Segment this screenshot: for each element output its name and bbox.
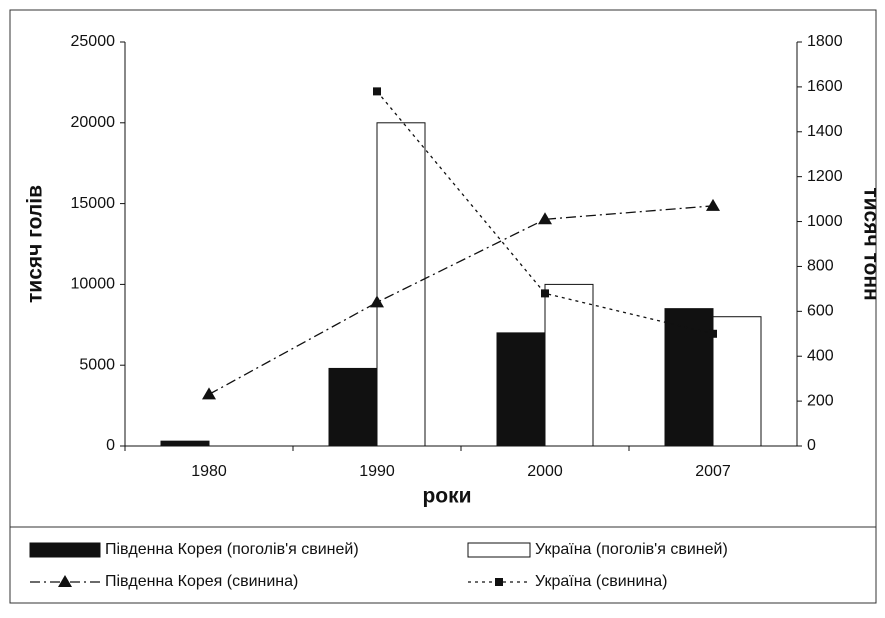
- y-tick-label: 15000: [71, 195, 116, 212]
- y2-axis-title: тисяч тонн: [859, 187, 882, 300]
- legend-swatch: [467, 542, 531, 558]
- y2-tick-label: 1400: [807, 123, 843, 140]
- y2-tick-label: 200: [807, 392, 834, 409]
- x-tick-label: 2000: [527, 463, 563, 480]
- legend-marker: [495, 578, 503, 586]
- y-tick-label: 0: [106, 437, 115, 454]
- legend-label: Південна Корея (свинина): [105, 573, 298, 590]
- x-tick-label: 1990: [359, 463, 395, 480]
- marker: [541, 289, 549, 298]
- x-tick-label: 2007: [695, 463, 731, 480]
- marker: [538, 212, 552, 225]
- y-tick-label: 25000: [71, 33, 116, 50]
- marker: [709, 329, 717, 338]
- marker: [370, 295, 384, 308]
- bar: [664, 308, 714, 447]
- bar: [328, 367, 378, 447]
- frame: [9, 9, 877, 604]
- bar: [376, 122, 426, 447]
- y-tick-label: 10000: [71, 276, 116, 293]
- y2-tick-label: 600: [807, 303, 834, 320]
- line: [208, 205, 714, 395]
- y-axis-title: тисяч голів: [24, 185, 47, 303]
- bar: [496, 332, 546, 447]
- y2-tick-label: 1800: [807, 33, 843, 50]
- bar: [712, 316, 762, 447]
- bar: [160, 440, 210, 447]
- y2-tick-label: 1600: [807, 78, 843, 95]
- y2-tick-label: 800: [807, 258, 834, 275]
- y2-tick-label: 0: [807, 437, 816, 454]
- y-tick-label: 20000: [71, 114, 116, 131]
- y2-tick-label: 1200: [807, 168, 843, 185]
- x-tick-label: 1980: [191, 463, 227, 480]
- legend-label: Південна Корея (поголів'я свиней): [105, 541, 359, 558]
- marker: [706, 198, 720, 211]
- marker: [373, 87, 381, 96]
- legend-swatch: [29, 542, 101, 558]
- y2-tick-label: 400: [807, 347, 834, 364]
- y-tick-label: 5000: [79, 356, 115, 373]
- marker: [202, 387, 216, 400]
- x-axis-title: роки: [422, 485, 471, 508]
- legend-label: Україна (поголів'я свиней): [535, 541, 728, 558]
- y2-tick-label: 1000: [807, 213, 843, 230]
- legend-marker: [58, 575, 72, 587]
- legend-label: Україна (свинина): [535, 573, 667, 590]
- bar: [544, 283, 594, 447]
